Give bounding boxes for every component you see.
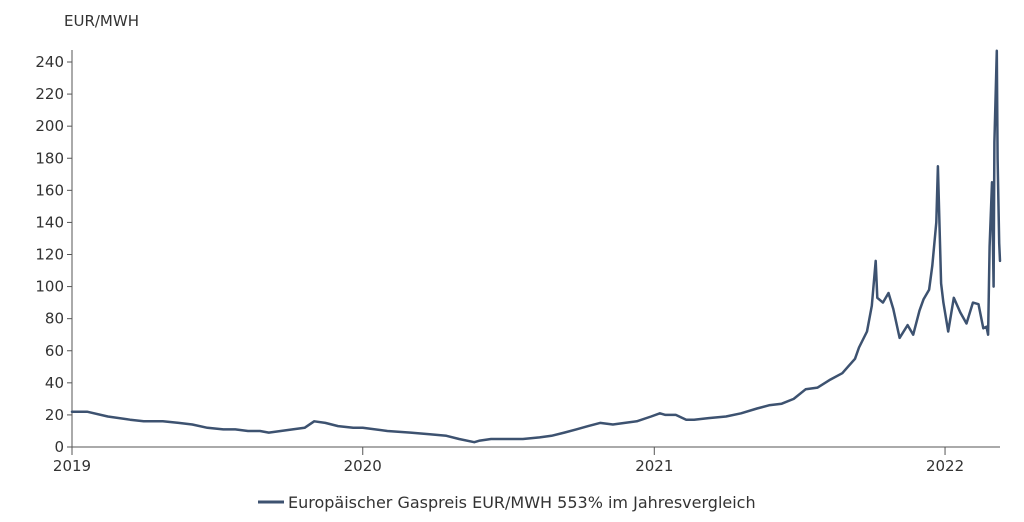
y-axis-unit-label: EUR/MWH bbox=[64, 12, 139, 30]
y-tick-label: 40 bbox=[45, 374, 64, 392]
y-tick-label: 0 bbox=[54, 438, 64, 456]
series-layer bbox=[70, 49, 1002, 444]
x-tick-label: 2020 bbox=[344, 457, 382, 475]
x-axis: 2019 2020 2021 2022 bbox=[53, 446, 1000, 475]
y-tick-label: 120 bbox=[35, 246, 64, 264]
y-tick-label: 220 bbox=[35, 85, 64, 103]
y-tick-label: 100 bbox=[35, 278, 64, 296]
x-tick-label: 2022 bbox=[926, 457, 964, 475]
y-tick-label: 180 bbox=[35, 149, 64, 167]
legend: Europäischer Gaspreis EUR/MWH 553% im Ja… bbox=[258, 493, 756, 512]
y-tick-label: 20 bbox=[45, 406, 64, 424]
y-tick-label: 240 bbox=[35, 53, 64, 71]
y-tick-label: 80 bbox=[45, 310, 64, 328]
y-tick-label: 160 bbox=[35, 181, 64, 199]
y-tick-label: 200 bbox=[35, 117, 64, 135]
y-tick-label: 140 bbox=[35, 213, 64, 231]
x-tick-label: 2019 bbox=[53, 457, 91, 475]
y-tick-label: 60 bbox=[45, 342, 64, 360]
legend-label: Europäischer Gaspreis EUR/MWH 553% im Ja… bbox=[288, 493, 756, 512]
x-tick-label: 2021 bbox=[635, 457, 673, 475]
y-axis: 0 20 40 60 80 100 120 140 160 180 200 220 240 bbox=[35, 50, 73, 456]
series-line-0 bbox=[70, 49, 1002, 444]
